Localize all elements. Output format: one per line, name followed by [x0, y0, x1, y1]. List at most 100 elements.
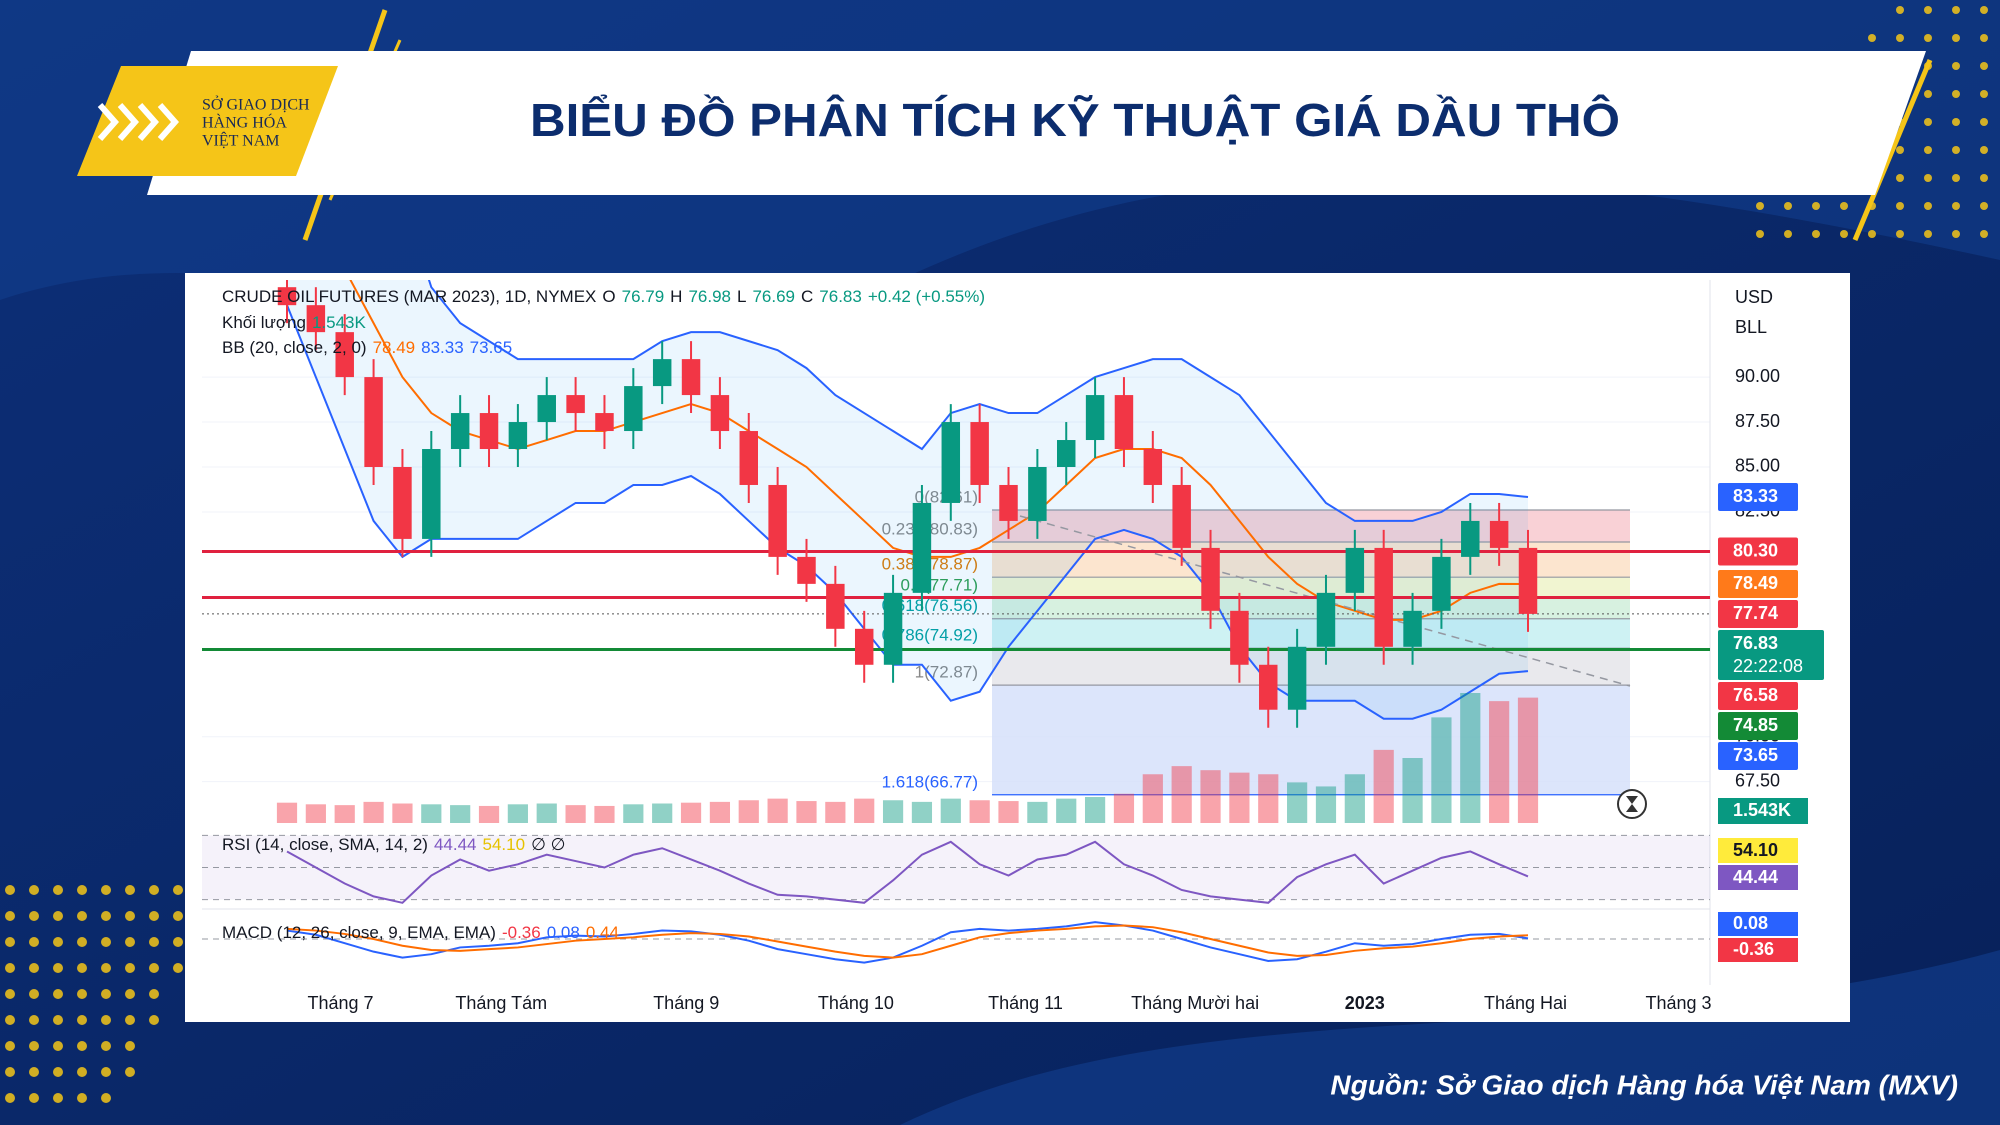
volume-bar [882, 800, 904, 823]
volume-bar [1258, 774, 1279, 823]
dot [29, 1067, 39, 1077]
candle-body [652, 359, 672, 387]
dot [1784, 202, 1792, 210]
dot [5, 963, 15, 973]
bb-lower [286, 304, 1529, 720]
logo-badge [77, 66, 338, 176]
candle-body [1316, 592, 1336, 647]
dot [1980, 174, 1988, 182]
dot [77, 963, 87, 973]
dot [1812, 230, 1820, 238]
volume-bar [392, 803, 413, 823]
candle-body [797, 556, 816, 584]
price-badge [1718, 483, 1798, 512]
candle-body [393, 466, 412, 539]
dot [101, 911, 111, 921]
volume-bar [738, 800, 759, 823]
candle-body [710, 395, 730, 432]
legend-item: Khối lượng [222, 313, 306, 332]
x-tick-label: Tháng Tám [455, 993, 547, 1013]
rsi-badge [1718, 838, 1798, 863]
dot [1980, 34, 1988, 42]
volume-bar [1200, 770, 1221, 823]
legend-item: 73.65 [470, 338, 513, 357]
logo-text: VIỆT NAM [202, 131, 279, 150]
legend-item: 44.44 [434, 835, 477, 854]
dot [53, 937, 63, 947]
candle-body [364, 377, 383, 467]
macd-line [286, 921, 1529, 964]
macd-badge-label: -0.36 [1733, 939, 1774, 959]
volume-bar [911, 801, 933, 823]
unit-label: BLL [1735, 317, 1767, 337]
dot [1924, 174, 1932, 182]
dot [1952, 174, 1960, 182]
rsi-badge [1718, 865, 1798, 890]
volume-bar [1460, 693, 1481, 823]
volume-bar [1113, 793, 1135, 823]
title-banner [147, 51, 1926, 195]
volume-bar [854, 798, 875, 823]
price-badge-label: 83.33 [1733, 486, 1778, 506]
dot [1952, 146, 1960, 154]
volume-bar [478, 805, 500, 823]
candle-body [1259, 664, 1278, 710]
bb-upper [427, 280, 1529, 522]
dot [1840, 202, 1848, 210]
candle-body [1201, 547, 1220, 611]
dot [101, 989, 111, 999]
volume-bar [1229, 772, 1250, 823]
volume-bar [334, 805, 355, 823]
price-pane: 0(82.61)0.236(80.83)0.382(78.87)0.5(77.7… [202, 280, 1710, 823]
dot [173, 911, 183, 921]
dot [1868, 34, 1876, 42]
candle-body [566, 395, 585, 414]
dot [125, 911, 135, 921]
dot [1756, 230, 1764, 238]
dot [1924, 6, 1932, 14]
dot [1896, 174, 1904, 182]
legend-item: 78.49 [373, 338, 416, 357]
y-tick-label: 87.50 [1735, 411, 1780, 431]
volume-bar [1344, 774, 1365, 823]
legend-item: 1.543K [312, 313, 367, 332]
bb-fill [287, 280, 1528, 719]
candle-body [1489, 520, 1509, 548]
candle-body [681, 359, 701, 396]
x-tick-label: Tháng 11 [988, 993, 1063, 1013]
volume-bar [1027, 801, 1048, 823]
chart: 90.0087.5085.0082.5070.0067.50USDBLLThán… [202, 280, 1824, 1013]
legend: CRUDE OIL FUTURES (MAR 2023), 1D, NYMEX O… [222, 287, 985, 306]
dot [77, 937, 87, 947]
dot [1896, 146, 1904, 154]
candle-body [277, 287, 297, 306]
dot [101, 885, 111, 895]
logo-icon [97, 103, 180, 141]
candle-body [1114, 395, 1134, 450]
volume-bar [1517, 697, 1539, 823]
volume-bar [1287, 782, 1308, 823]
macd-badge [1718, 912, 1798, 936]
candle-body [306, 305, 326, 333]
candle-body [1518, 547, 1538, 614]
candle-body [739, 431, 759, 485]
dot [1952, 230, 1960, 238]
x-tick-label: Tháng 9 [653, 993, 719, 1013]
volume-bar [825, 801, 846, 823]
candle-body [595, 413, 614, 432]
dot [77, 885, 87, 895]
page-title: BIỂU ĐỒ PHÂN TÍCH KỸ THUẬT GIÁ DẦU THÔ [530, 94, 1620, 146]
legend-item: 76.69 [752, 287, 795, 306]
y-tick-label: 67.50 [1735, 770, 1780, 790]
dot [1756, 202, 1764, 210]
legend-item: 0.44 [586, 923, 619, 942]
logo-text: SỞ GIAO DỊCH [202, 95, 310, 114]
logo-text: HÀNG HÓA [202, 113, 287, 132]
dot [53, 1015, 63, 1025]
legend-item: ∅ ∅ [531, 835, 565, 854]
dot-pattern [5, 6, 1988, 1103]
dot [53, 1041, 63, 1051]
dot [1868, 230, 1876, 238]
legend-item: L [737, 287, 746, 306]
dot [1924, 90, 1932, 98]
